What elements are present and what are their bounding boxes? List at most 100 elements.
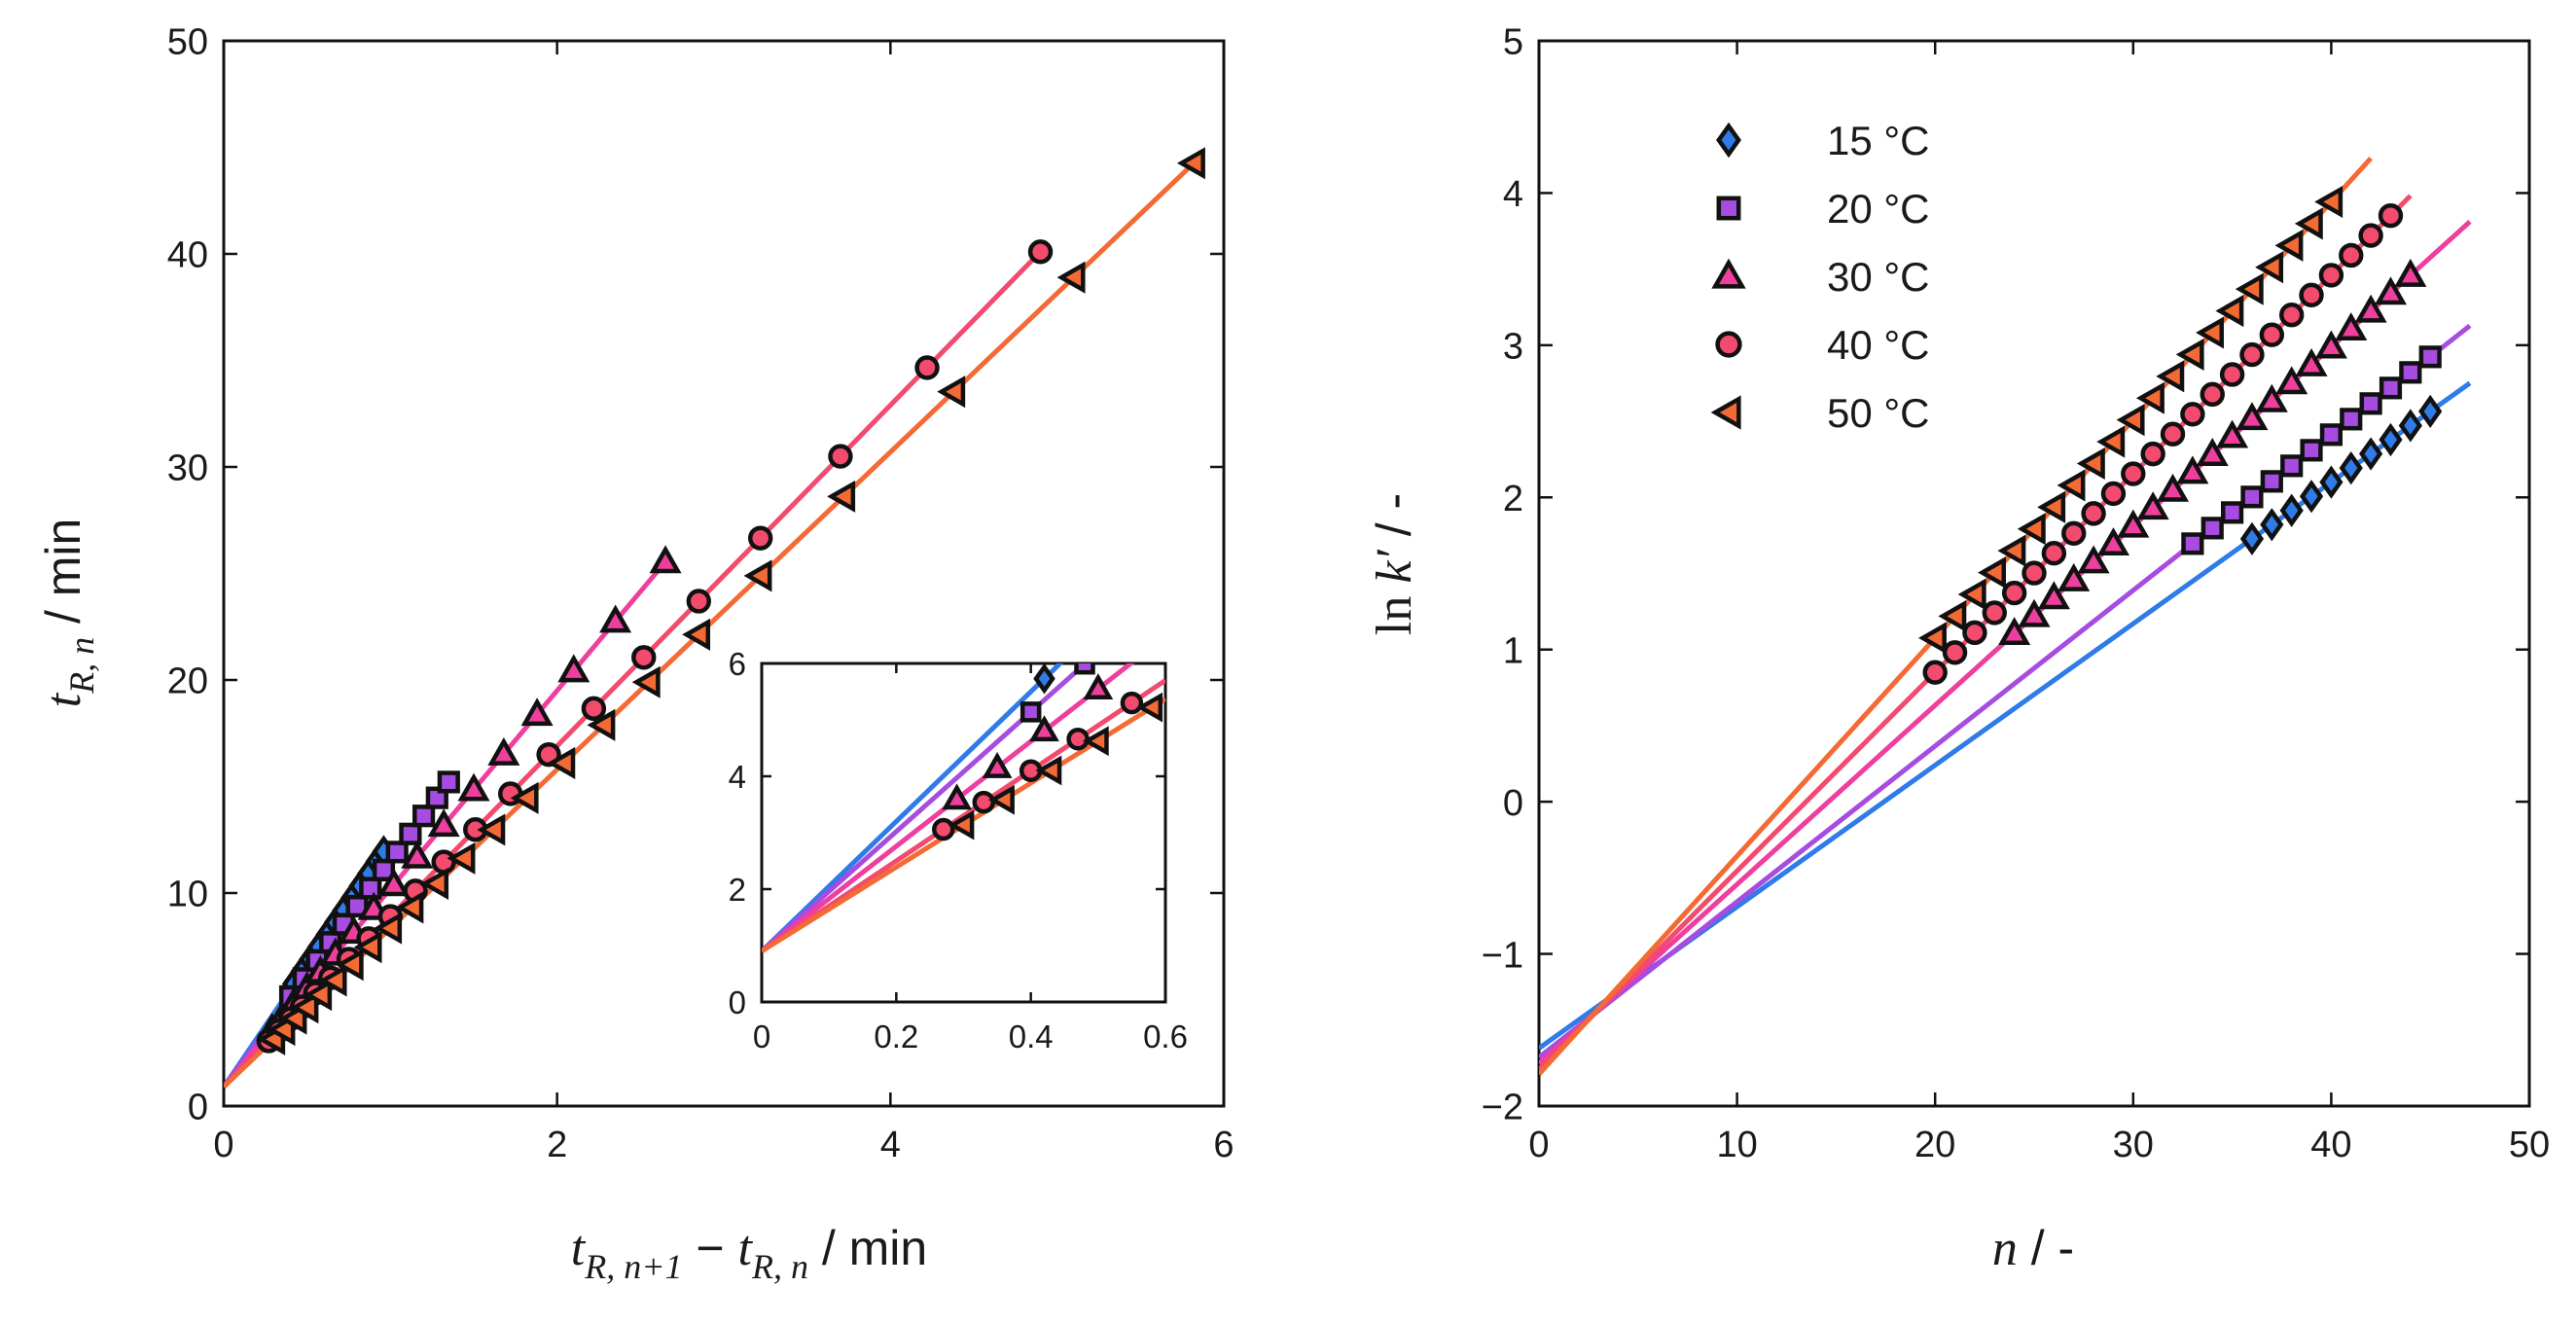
right-data-point [2299,282,2324,308]
right-data-point [2418,345,2442,369]
right-data-point [2335,312,2368,341]
inset-data-point [942,783,972,810]
right-data-point [2136,491,2169,520]
right-data-point [2041,540,2067,566]
right-data-point [1922,660,1948,685]
inset-data-point [1074,663,1095,675]
left-data-point [914,355,940,380]
left-data-point [335,948,364,982]
left-data-point [1027,239,1054,265]
left-data-point [412,805,436,828]
inset-data-point [1033,663,1055,695]
legend-marker [1710,395,1741,430]
right-data-point [2379,376,2403,400]
right-y-tick-label: 1 [1503,630,1523,671]
left-y-tick-label: 20 [167,662,208,702]
right-data-point [1998,617,2031,646]
left-plot-area [224,147,1205,1090]
right-data-point [2221,501,2244,524]
left-series-triangle-left [257,147,1205,1055]
left-x-tick-label: 6 [1213,1125,1234,1165]
right-data-point [2278,303,2305,328]
right-x-tick-label: 10 [1716,1125,1757,1165]
legend: 15 °C 20 °C 30 °C 40 °C 50 °C [1710,118,1930,436]
left-data-point [427,808,460,838]
left-data-point [631,645,657,670]
right-y-tick-label: 5 [1503,22,1523,63]
right-data-point [2314,185,2343,219]
inset-fit-line [762,678,1165,953]
right-data-point [2100,481,2127,507]
left-data-point [520,697,554,727]
right-data-point [2359,437,2383,471]
right-data-point [1918,622,1947,655]
left-data-point [686,589,711,614]
legend-marker [1716,122,1741,159]
left-y-axis-label: tR, n / min [36,518,101,708]
inset-x-tick-label: 0.4 [1009,1019,1054,1055]
left-axes-frame [222,39,1226,1108]
right-series-triangle-up [1998,258,2427,646]
right-data-point [2117,509,2150,538]
left-x-tick-label: 2 [547,1125,567,1165]
right-data-point [2299,480,2324,514]
right-series-diamond [2239,394,2443,555]
right-data-point [1978,556,2007,590]
left-data-point [557,654,590,683]
right-series-square [2181,345,2442,555]
right-y-tick-label: 3 [1503,327,1523,368]
right-data-point [2116,404,2145,437]
left-data-point [581,696,607,722]
right-data-point [2180,402,2205,427]
left-data-point [457,772,490,802]
right-data-point [2200,381,2225,408]
left-data-point [649,545,682,574]
legend-label: 15 °C [1827,118,1930,163]
right-y-tick-label: 4 [1503,174,1523,215]
right-axes-frame [1537,39,2531,1108]
right-data-point [2001,580,2027,606]
legend-marker [1711,258,1746,289]
right-data-point [2081,501,2106,526]
left-data-point [477,813,506,846]
inset-x-tick-label: 0.2 [874,1019,918,1055]
right-data-point [2235,272,2264,305]
left-data-point [290,991,319,1024]
inset-x-tick-label: 0 [753,1019,770,1055]
right-data-point [2274,229,2304,262]
inset-series-triangle-up [942,673,1114,810]
left-data-point [599,604,632,633]
left-chart-panel: 0 2 4 6 0 10 20 30 40 50 0 0.2 0.4 0.6 0 2 4 6 [167,22,1234,1165]
left-data-point [827,480,856,513]
right-y-tick-label: 2 [1503,479,1523,519]
right-data-point [1997,534,2026,567]
right-data-point [2219,362,2245,387]
right-x-tick-label: 30 [2113,1125,2154,1165]
right-y-tick-label: −1 [1482,935,1523,976]
right-series-circle [1922,202,2404,685]
right-data-point [2216,419,2249,448]
right-data-point [2300,439,2323,462]
right-data-point [1982,600,2007,626]
left-data-point [437,770,460,794]
right-data-point [2176,455,2209,484]
right-data-point [2200,517,2224,540]
inset-x-tick-label: 0.6 [1143,1019,1188,1055]
right-data-point [2096,527,2129,555]
right-data-point [2255,383,2288,412]
right-data-point [2399,361,2422,384]
right-data-point [2018,598,2051,627]
right-data-point [2318,263,2344,288]
right-data-point [2181,532,2204,555]
right-data-point [2037,490,2066,523]
left-data-point [401,840,434,869]
left-data-point [359,876,382,900]
legend-label: 40 °C [1827,322,1930,368]
left-series-triangle-up [256,545,682,1041]
right-data-point [2196,316,2224,349]
right-data-point [1962,620,1987,646]
right-data-point [2156,473,2190,502]
inset-data-point [948,809,975,840]
right-data-point [2236,402,2269,431]
inset-y-tick-label: 6 [729,646,746,682]
